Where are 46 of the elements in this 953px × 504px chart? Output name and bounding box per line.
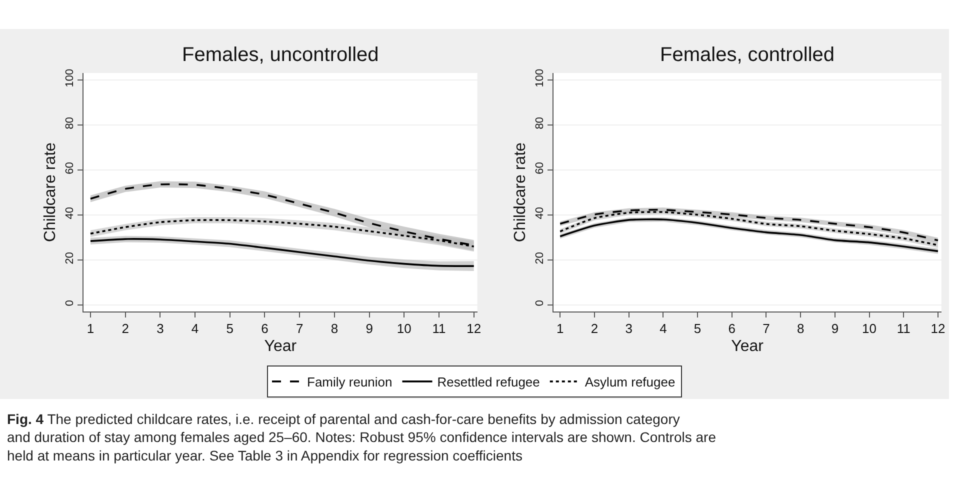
y-tick-label: 40 bbox=[534, 206, 546, 220]
legend-label: Family reunion bbox=[307, 374, 392, 390]
chart-title: Females, controlled bbox=[660, 44, 835, 66]
x-tick-label: 4 bbox=[660, 321, 667, 336]
y-tick-label: 100 bbox=[64, 68, 76, 88]
x-tick-label: 5 bbox=[226, 321, 234, 336]
y-tick-label: 20 bbox=[64, 252, 76, 264]
x-tick-label: 7 bbox=[296, 321, 304, 336]
x-tick-label: 8 bbox=[330, 321, 338, 336]
x-tick-label: 9 bbox=[831, 321, 839, 336]
x-tick-label: 6 bbox=[261, 321, 268, 336]
x-tick-label: 10 bbox=[396, 321, 412, 336]
y-tick-label: 20 bbox=[534, 252, 546, 264]
x-tick-label: 1 bbox=[86, 321, 94, 336]
x-axis-title: Year bbox=[264, 338, 298, 355]
x-tick-label: 12 bbox=[466, 321, 482, 336]
x-tick-label: 4 bbox=[191, 321, 199, 336]
x-axis-title: Year bbox=[731, 338, 764, 355]
chart-title: Females, uncontrolled bbox=[182, 44, 379, 66]
legend-label: Resettled refugee bbox=[437, 374, 540, 390]
x-tick-label: 9 bbox=[366, 321, 373, 336]
x-tick-label: 2 bbox=[122, 321, 129, 336]
x-tick-label: 3 bbox=[156, 321, 164, 336]
y-axis-title: Childcare rate bbox=[42, 142, 60, 242]
x-tick-label: 11 bbox=[896, 321, 910, 336]
y-tick-label: 80 bbox=[534, 116, 546, 130]
caption: Fig. 4 The predicted childcare rates, i.e. receipt of parental and cash-for-care benefits by admission category and duration of stay among females aged 25–60. Notes: Robust 95% confidence intervals are shown. Controls are held at means in particular year. See Table 3 in Appendix for regression coefficients bbox=[7, 411, 716, 464]
x-tick-label: 8 bbox=[796, 321, 804, 336]
x-tick-label: 5 bbox=[694, 321, 702, 336]
y-tick-label: 40 bbox=[64, 206, 76, 220]
y-tick-label: 0 bbox=[534, 300, 546, 306]
x-tick-label: 7 bbox=[762, 321, 770, 336]
y-tick-label: 60 bbox=[534, 162, 546, 174]
x-tick-label: 11 bbox=[432, 321, 446, 336]
y-tick-label: 80 bbox=[64, 116, 76, 130]
y-tick-label: 0 bbox=[64, 300, 76, 306]
y-axis-title: Childcare rate bbox=[512, 142, 529, 242]
legend-label: Asylum refugee bbox=[584, 374, 676, 390]
x-tick-label: 2 bbox=[590, 321, 598, 336]
x-tick-label: 12 bbox=[930, 321, 946, 336]
y-tick-label: 60 bbox=[64, 162, 76, 174]
x-tick-label: 3 bbox=[625, 321, 632, 336]
x-tick-label: 1 bbox=[556, 321, 564, 336]
x-tick-label: 10 bbox=[862, 321, 877, 336]
y-tick-label: 100 bbox=[534, 68, 546, 88]
x-tick-label: 6 bbox=[728, 321, 736, 336]
